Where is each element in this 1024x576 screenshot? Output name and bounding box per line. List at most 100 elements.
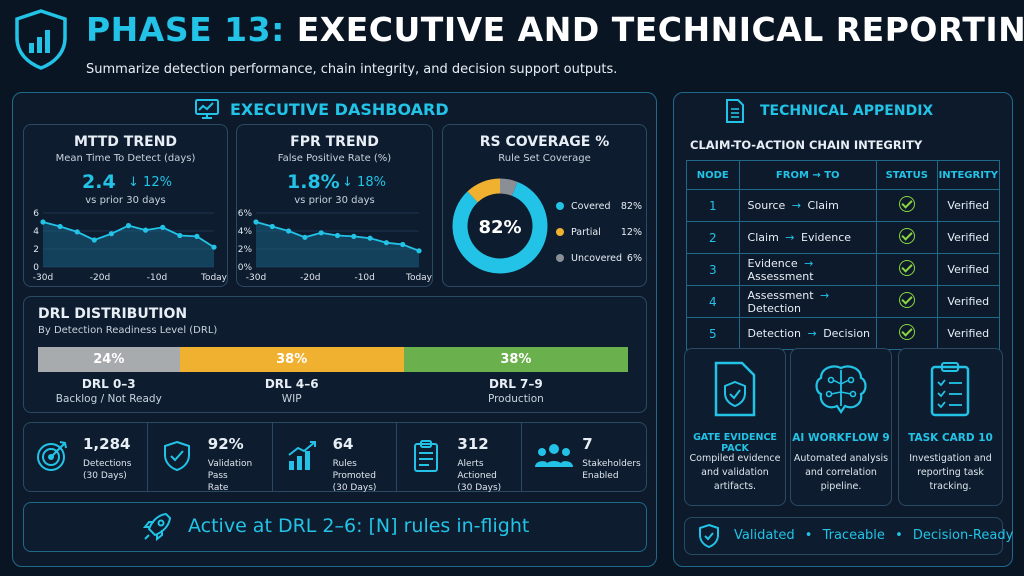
legend-value: 82% (620, 200, 642, 212)
fpr-delta: ↓ 18% (342, 175, 386, 190)
page-title-text: EXECUTIVE AND TECHNICAL REPORTING (296, 10, 1024, 49)
shield-chart-logo-icon (12, 8, 70, 70)
fpr-xtick: Today (405, 273, 433, 283)
node-cell: 1 (686, 189, 740, 222)
from-to-cell: Detection → Decision (738, 317, 877, 350)
from-to-cell: Claim → Evidence (738, 221, 877, 254)
appendix-footer (684, 517, 1003, 555)
legend-item: Partial 12% (556, 219, 642, 245)
table-row: 1 Source → Claim Verified (686, 189, 1001, 222)
status-cell (875, 221, 938, 254)
card-description: Automated analysis and correlation pipel… (790, 452, 892, 494)
card-desc-line: and correlation (805, 467, 877, 478)
fpr-value: 1.8% (287, 171, 340, 193)
legend-label: Uncovered (571, 252, 623, 264)
mttd-point (211, 244, 217, 250)
brain-circuit-icon (811, 362, 871, 422)
page-title: PHASE 13: EXECUTIVE AND TECHNICAL REPORT… (86, 10, 1024, 50)
fpr-point (253, 219, 259, 225)
drl-segment-pct: 38% (500, 352, 532, 367)
target-arrow-icon (35, 439, 69, 477)
fpr-subtitle: False Positive Rate (%) (277, 153, 392, 164)
task-card[interactable] (898, 348, 1003, 506)
mttd-chart: 6 4 2 0-30d -20d -10d Today (33, 209, 228, 283)
drl-level: DRL 4–6 (264, 377, 319, 391)
from-node: Evidence (747, 256, 798, 270)
mttd-point (74, 229, 80, 235)
table-row: 5 Detection → Decision Verified (686, 317, 1001, 350)
fpr-point (269, 223, 275, 230)
arrow-right-icon: → (785, 231, 795, 244)
drl-segment-label: DRL 0–3 Backlog / Not Ready (38, 377, 180, 405)
legend-item: Uncovered 6% (556, 245, 642, 271)
bar-chart-growth-icon (285, 439, 319, 477)
rocket-icon (140, 510, 174, 548)
stat-label-line: (30 Days) (332, 483, 377, 493)
arrow-right-icon: → (804, 256, 814, 270)
fpr-chart: 6% 4% 2% 0%-30d -20d -10d Today (238, 209, 433, 283)
stat-label-line: Rules Promoted (332, 459, 376, 481)
stat-item: 1,284 Detections (30 Days) (23, 422, 148, 492)
rs-donut-chart (452, 178, 548, 274)
card-desc-line: and validation (701, 467, 769, 478)
col-status: STATUS (875, 160, 938, 190)
check-circle-icon (898, 260, 915, 276)
bullet: • (804, 528, 813, 543)
shield-document-icon (712, 360, 758, 422)
rs-center-value: 82% (478, 217, 522, 238)
stat-label-line: Rate (207, 483, 229, 493)
integrity-cell: Verified (936, 317, 1001, 350)
mttd-title: MTTD TREND (73, 134, 178, 150)
fpr-point (302, 234, 308, 240)
shield-check-icon (698, 523, 720, 553)
to-node: Assessment (747, 269, 814, 283)
node-cell: 5 (686, 317, 740, 350)
footer-status-line: Validated • Traceable • Decision-Ready (734, 528, 1013, 543)
fpr-point (400, 241, 406, 248)
rs-legend: Covered 82% Partial 12% Uncovered 6% (556, 193, 642, 271)
stat-label: Detections (30 Days) (83, 458, 131, 482)
mttd-xtick: -20d (90, 273, 110, 283)
mttd-point (177, 232, 183, 239)
integrity-cell: Verified (936, 221, 1001, 254)
table-row: 2 Claim → Evidence Verified (686, 221, 1001, 254)
stat-value: 1,284 (83, 435, 131, 453)
card-desc-line: pipeline. (820, 481, 862, 492)
stat-label-line: Alerts Actioned (457, 459, 497, 481)
stats-row: 1,284 Detections (30 Days) 92% Validation… (23, 422, 647, 494)
document-icon (724, 98, 746, 128)
mttd-xtick: -10d (147, 273, 167, 283)
from-node: Claim (747, 231, 779, 244)
mttd-ytick: 0 (33, 263, 39, 273)
drl-segment-pct: 24% (93, 352, 125, 367)
drl-title: DRL DISTRIBUTION (38, 306, 188, 322)
from-to-cell: Evidence → Assessment (738, 253, 877, 286)
card-title: GATE EVIDENCE PACK (693, 432, 777, 454)
node-cell: 4 (686, 285, 740, 318)
stat-label-line: Enabled (582, 471, 619, 481)
fpr-area (256, 222, 419, 267)
check-circle-icon (898, 292, 915, 308)
fpr-point (367, 235, 373, 241)
legend-value: 12% (620, 226, 642, 238)
mttd-point (40, 219, 46, 225)
fpr-vs: vs prior 30 days (294, 195, 375, 206)
stat-label: Rules Promoted (30 Days) (333, 458, 397, 494)
monitor-chart-icon (194, 98, 220, 124)
fpr-delta-value: 18% (357, 175, 386, 190)
col-from-to: FROM → TO (738, 160, 877, 190)
rs-subtitle: Rule Set Coverage (498, 153, 591, 164)
drl-desc: Backlog / Not Ready (55, 393, 162, 405)
clipboard-list-icon (409, 439, 443, 477)
from-node: Detection (747, 327, 801, 340)
rs-slice-partial (467, 178, 501, 203)
stat-label: Alerts Actioned (30 Days) (457, 458, 521, 494)
card-title: AI WORKFLOW 9 (792, 432, 890, 444)
fpr-point (416, 248, 422, 254)
drl-segment: 38% (403, 347, 628, 372)
drl-level: DRL 7–9 (489, 377, 543, 391)
gate-evidence-pack-card[interactable] (684, 348, 786, 506)
mttd-point (160, 224, 166, 230)
mttd-point (194, 233, 200, 239)
fpr-point (318, 230, 324, 236)
